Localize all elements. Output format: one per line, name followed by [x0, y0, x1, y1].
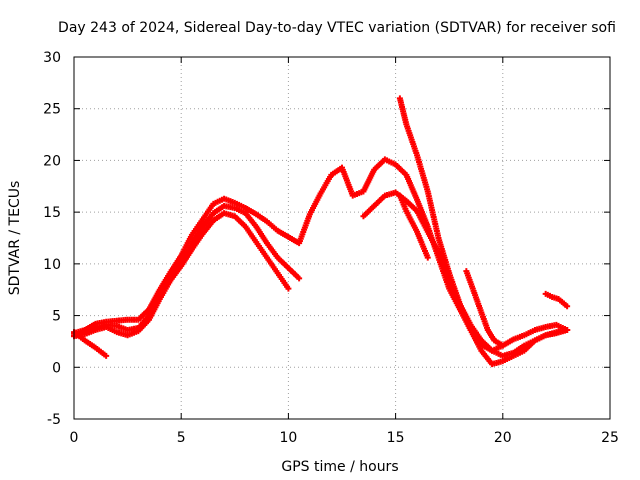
- y-tick-label: -5: [47, 412, 61, 428]
- data-point: [564, 327, 571, 334]
- x-tick-label: 15: [387, 430, 405, 446]
- x-tick-label: 20: [494, 430, 512, 446]
- data-point: [499, 342, 506, 349]
- data-point: [296, 275, 303, 282]
- x-axis-label: GPS time / hours: [281, 459, 398, 475]
- y-tick-label: 10: [43, 257, 61, 273]
- series-track-7: [396, 192, 431, 261]
- x-tick-label: 10: [279, 430, 297, 446]
- data-marks: [71, 95, 571, 368]
- y-tick-label: 30: [43, 50, 61, 66]
- series-track-3: [71, 210, 292, 340]
- series-track-4: [71, 329, 110, 359]
- series-track-8: [463, 268, 506, 349]
- x-tick-label: 5: [177, 430, 186, 446]
- y-tick-label: 5: [52, 309, 61, 325]
- chart-title: Day 243 of 2024, Sidereal Day-to-day VTE…: [58, 20, 616, 36]
- y-tick-label: 15: [43, 205, 61, 221]
- data-point: [564, 303, 571, 310]
- x-tick-label: 25: [601, 430, 619, 446]
- y-tick-label: 20: [43, 153, 61, 169]
- y-axis-label: SDTVAR / TECUs: [7, 181, 23, 296]
- y-tick-label: 25: [43, 102, 61, 118]
- data-point: [424, 254, 431, 261]
- axis-ticks: 0 5 10 15 20 25 -5 0 5 10 15 20 25 30: [43, 50, 619, 446]
- data-point: [103, 352, 110, 359]
- x-tick-label: 0: [70, 430, 79, 446]
- data-point: [285, 285, 292, 292]
- plot-frame: [73, 56, 611, 420]
- series-track-6: [396, 95, 571, 368]
- series-track-9: [542, 290, 571, 310]
- grid: [74, 57, 610, 419]
- y-tick-label: 0: [52, 360, 61, 376]
